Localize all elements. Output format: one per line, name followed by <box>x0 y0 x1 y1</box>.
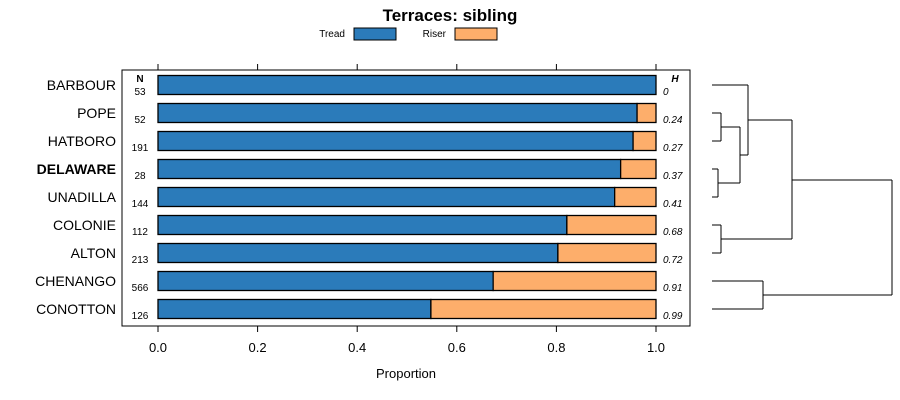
bar-tread-alton <box>157 242 559 264</box>
h-value: 0.68 <box>663 227 683 238</box>
h-column-header: H <box>671 74 679 85</box>
legend: Tread Riser <box>319 27 498 41</box>
h-value: 0.37 <box>663 171 683 182</box>
h-value: 0.27 <box>663 143 683 154</box>
n-value: 112 <box>132 227 148 238</box>
x-tick-label: 0.6 <box>448 340 466 355</box>
x-tick-label: 0.2 <box>249 340 267 355</box>
bar-tread-chenango <box>157 270 494 292</box>
category-label: UNADILLA <box>48 189 117 205</box>
category-label: DELAWARE <box>37 161 116 177</box>
h-value: 0.72 <box>663 255 683 266</box>
bar-riser-chenango <box>492 270 657 292</box>
bar-tread-hatboro <box>157 130 634 152</box>
x-tick-label: 0.4 <box>348 340 366 355</box>
n-value: 126 <box>132 311 149 322</box>
legend-swatch-riser <box>454 27 498 41</box>
bar-tread-colonie <box>157 214 568 236</box>
n-value: 52 <box>134 115 146 126</box>
bars-layer <box>157 74 657 320</box>
category-labels-layer: BARBOUR 53 0 POPE 52 0.24 HATBORO 191 0.27 DELAWA… <box>35 77 683 322</box>
x-tick-label: 0.0 <box>149 340 167 355</box>
bar-riser-pope <box>636 102 657 124</box>
legend-label-tread: Tread <box>319 29 345 40</box>
bar-riser-hatboro <box>632 130 657 152</box>
bar-riser-alton <box>557 242 657 264</box>
category-label: CONOTTON <box>36 301 116 317</box>
h-value: 0 <box>663 87 669 98</box>
category-label: BARBOUR <box>47 77 116 93</box>
x-tick-label: 1.0 <box>647 340 665 355</box>
n-value: 144 <box>132 199 149 210</box>
x-axis-label: Proportion <box>376 366 436 381</box>
bar-tread-delaware <box>157 158 622 180</box>
chart-title: Terraces: sibling <box>383 6 518 25</box>
plot-frame <box>121 69 691 327</box>
category-label: HATBORO <box>48 133 116 149</box>
n-column-header: N <box>136 74 143 85</box>
category-label: COLONIE <box>53 217 116 233</box>
bar-tread-conotton <box>157 298 432 320</box>
h-value: 0.24 <box>663 115 683 126</box>
legend-swatch-tread <box>353 27 397 41</box>
bar-riser-conotton <box>430 298 657 320</box>
h-value: 0.99 <box>663 311 683 322</box>
n-value: 213 <box>132 255 149 266</box>
category-label: CHENANGO <box>35 273 116 289</box>
legend-label-riser: Riser <box>423 29 447 40</box>
n-value: 53 <box>134 87 146 98</box>
n-value: 28 <box>134 171 146 182</box>
bar-tread-unadilla <box>157 186 616 208</box>
dendrogram <box>712 84 893 310</box>
bar-tread-pope <box>157 102 638 124</box>
n-value: 191 <box>132 143 149 154</box>
bar-riser-delaware <box>619 158 657 180</box>
category-label: ALTON <box>71 245 116 261</box>
bar-riser-colonie <box>566 214 657 236</box>
h-value: 0.41 <box>663 199 682 210</box>
x-tick-label: 0.8 <box>547 340 565 355</box>
n-value: 566 <box>132 283 149 294</box>
category-label: POPE <box>77 105 116 121</box>
bar-tread-barbour <box>157 74 657 96</box>
x-axis: 0.0 0.2 0.4 0.6 0.8 1.0 <box>149 64 665 355</box>
bar-riser-unadilla <box>614 186 657 208</box>
h-value: 0.91 <box>663 283 682 294</box>
